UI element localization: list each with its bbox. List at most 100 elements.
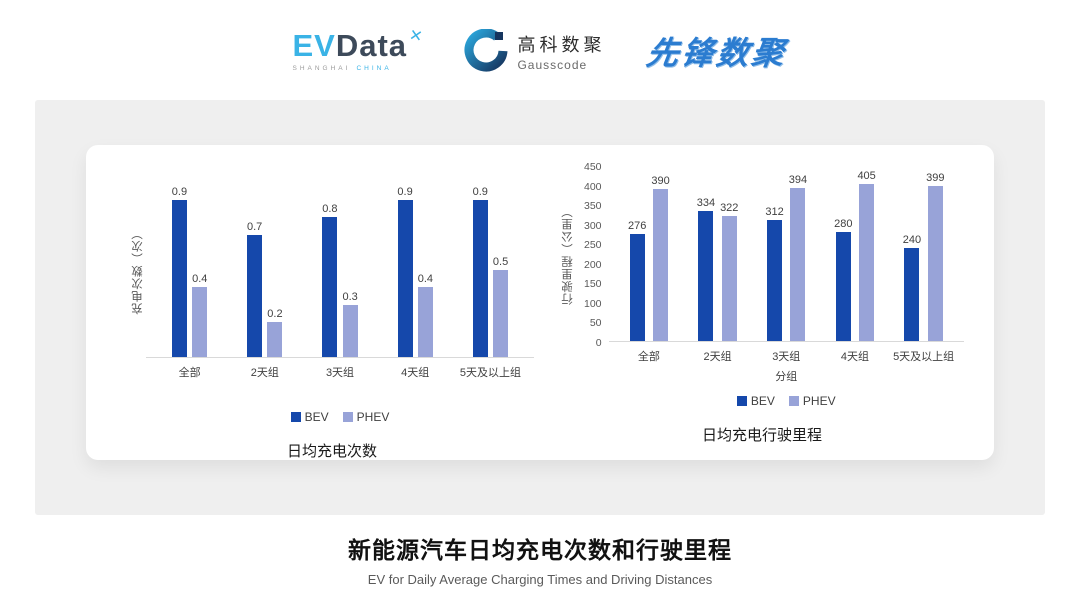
chart-daily-charging-times: 充电次数（次） 0.9 0.4 0.7 0.2 0.8 0.3 0.9 0.4 0.9 0.5 全… [130, 167, 534, 460]
evdata-data-text: Data [335, 28, 408, 63]
bar-column: 334 [697, 167, 715, 341]
bar-group: 0.9 0.4 [152, 183, 227, 357]
category-label: 4天组 [401, 367, 430, 379]
bar-bev [247, 234, 263, 357]
bar-value-label: 240 [902, 233, 922, 246]
legend-swatch-icon [290, 412, 301, 422]
y-tick-label: 400 [584, 180, 602, 193]
bar-value-label: 0.2 [267, 308, 283, 320]
legend-label: PHEV [802, 394, 836, 408]
bar-column: 399 [926, 167, 944, 341]
category-label: 5天及以上组 [893, 351, 955, 363]
evdata-china-text: CHINA [356, 65, 392, 72]
bar-column: 0.5 [493, 183, 508, 357]
bar-column: 0.8 [322, 183, 338, 357]
plot-column: 0.9 0.4 0.7 0.2 0.8 0.3 0.9 0.4 0.9 0.5 全部 2天组 3天组 4… [146, 183, 534, 424]
chart-caption: 日均充电行驶里程 [701, 427, 822, 444]
bar-phev [417, 287, 433, 357]
bar-column: 0.4 [192, 183, 207, 357]
bar-bev [322, 217, 338, 357]
gray-panel: 充电次数（次） 0.9 0.4 0.7 0.2 0.8 0.3 0.9 0.4 0.9 0.5 全… [35, 100, 1045, 515]
bar-value-label: 0.8 [322, 203, 338, 215]
bar-value-label: 0.9 [472, 185, 488, 198]
plot-column: 276 390 334 322 312 394 280 405 240 399 全部 2天组 3天组 4… [608, 167, 964, 408]
bar-column: 280 [834, 167, 852, 341]
bar-value-label: 0.4 [192, 273, 208, 285]
bar-phev [790, 187, 806, 341]
bar-bev [171, 199, 187, 357]
category-label: 2天组 [703, 351, 732, 363]
plot-area: 0.9 0.4 0.7 0.2 0.8 0.3 0.9 0.4 0.9 0.5 [146, 183, 534, 358]
legend-label: BEV [304, 410, 329, 424]
category-axis: 全部 2天组 3天组 4天组 5天及以上组 [609, 348, 964, 364]
legend: BEV PHEV [146, 410, 534, 424]
bar-phev [493, 269, 509, 357]
legend-label: PHEV [356, 410, 390, 424]
bar-phev [267, 322, 283, 357]
chart-body: 充电次数（次） 0.9 0.4 0.7 0.2 0.8 0.3 0.9 0.4 0.9 0.5 全… [130, 183, 534, 424]
bar-group: 0.7 0.2 [227, 183, 302, 357]
legend-label: BEV [750, 394, 775, 408]
bar-bev [397, 199, 413, 357]
legend: BEV PHEV [609, 394, 964, 408]
bar-column: 394 [789, 167, 807, 341]
chart-body: 行驶里程（公里） 450 400 350 300 250 200 150 100 50 0 276… [560, 162, 964, 408]
gausscode-text-block: 高科数聚 Gausscode [517, 31, 605, 72]
bar-bev [835, 232, 851, 341]
bar-value-label: 334 [696, 197, 716, 210]
y-tick-label: 300 [584, 219, 602, 232]
category-label: 5天及以上组 [459, 367, 521, 379]
bar-bev [698, 211, 714, 341]
bar-value-label: 0.9 [171, 185, 188, 198]
bar-column: 405 [857, 167, 876, 341]
y-axis-label: 行驶里程（公里） [562, 204, 574, 305]
gausscode-cn-text: 高科数聚 [517, 34, 606, 55]
y-tick-label: 50 [589, 317, 602, 330]
bar-group: 276 390 [615, 167, 684, 341]
legend-swatch-icon [342, 412, 353, 422]
legend-item: BEV [736, 394, 775, 408]
bar-column: 276 [628, 167, 646, 341]
bar-phev [342, 304, 358, 357]
bar-value-label: 390 [651, 175, 670, 188]
y-tick-label: 350 [584, 200, 602, 213]
category-label: 4天组 [840, 351, 869, 363]
y-axis-ticks: 450 400 350 300 250 200 150 100 50 0 [576, 162, 609, 348]
bar-group: 334 322 [683, 167, 752, 341]
category-label: 3天组 [325, 367, 355, 379]
bar-value-label: 394 [788, 173, 808, 186]
bar-group: 0.8 0.3 [302, 183, 377, 357]
bar-value-label: 405 [857, 169, 876, 182]
bar-value-label: 280 [834, 218, 853, 231]
evdata-shanghai-text: SHANGHAI [292, 65, 351, 72]
category-axis: 全部 2天组 3天组 4天组 5天及以上组 [146, 364, 534, 380]
legend-swatch-icon [788, 396, 799, 406]
main-subtitle: EV for Daily Average Charging Times and … [367, 572, 713, 587]
y-tick-label: 250 [584, 239, 602, 252]
x-axis-label: 分组 [775, 371, 798, 383]
evdata-subtitle: SHANGHAI CHINA [293, 65, 423, 72]
bar-value-label: 0.7 [247, 220, 263, 233]
bar-column: 322 [720, 167, 738, 341]
bar-phev [859, 183, 875, 341]
bar-value-label: 0.4 [417, 273, 433, 285]
bar-group: 280 405 [821, 167, 890, 341]
chart-caption: 日均充电次数 [286, 443, 377, 460]
bar-value-label: 322 [720, 201, 739, 214]
bar-column: 0.2 [267, 183, 283, 357]
bar-phev [721, 215, 737, 341]
legend-item: PHEV [342, 410, 390, 424]
y-tick-label: 200 [584, 258, 602, 271]
evdata-ev-text: EV [292, 28, 336, 63]
chart-daily-driving-distance: 行驶里程（公里） 450 400 350 300 250 200 150 100 50 0 276… [560, 162, 964, 460]
gausscode-mark-icon [465, 29, 508, 72]
logo-header: EV Data ✕ SHANGHAI CHINA 高科数聚 Gausscode … [0, 0, 1080, 96]
bar-column: 312 [765, 167, 784, 341]
category-label: 3天组 [772, 351, 801, 363]
bar-value-label: 276 [628, 219, 647, 232]
bar-group: 312 394 [752, 167, 821, 341]
bar-bev [629, 233, 645, 341]
y-axis-label: 充电次数（次） [132, 226, 144, 315]
gausscode-en-text: Gausscode [517, 57, 588, 72]
pioneer-logo: 先锋数聚 [644, 35, 790, 71]
